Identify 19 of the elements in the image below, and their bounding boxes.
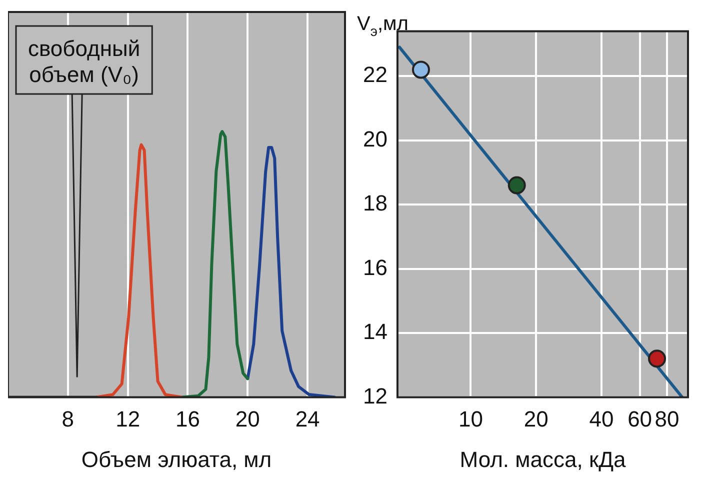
y-tick-label: 18 (362, 190, 388, 216)
x-tick-label: 16 (175, 406, 200, 432)
x-tick-label: 12 (116, 406, 140, 432)
y-tick-label: 16 (362, 254, 388, 280)
y-tick-label: 20 (362, 126, 388, 152)
x-axis-title: Объем элюата, мл (81, 446, 272, 472)
x-tick-label: 10 (458, 406, 483, 432)
text: свободный объем (V₀) (28, 36, 140, 87)
y-tick-label: 12 (362, 383, 388, 408)
y-tick-label: 22 (362, 62, 388, 88)
x-tick-label: 8 (62, 406, 74, 432)
x-tick-label: 40 (589, 406, 614, 432)
x-tick-label: 20 (235, 406, 260, 432)
x-tick-label: 80 (654, 406, 680, 432)
x-tick-label: 20 (524, 406, 548, 432)
y-tick-label: 14 (362, 319, 388, 344)
x-axis-title: Мол. масса, кДа (460, 446, 626, 472)
x-tick-label: 24 (295, 406, 320, 432)
x-tick-label: 60 (628, 406, 652, 432)
